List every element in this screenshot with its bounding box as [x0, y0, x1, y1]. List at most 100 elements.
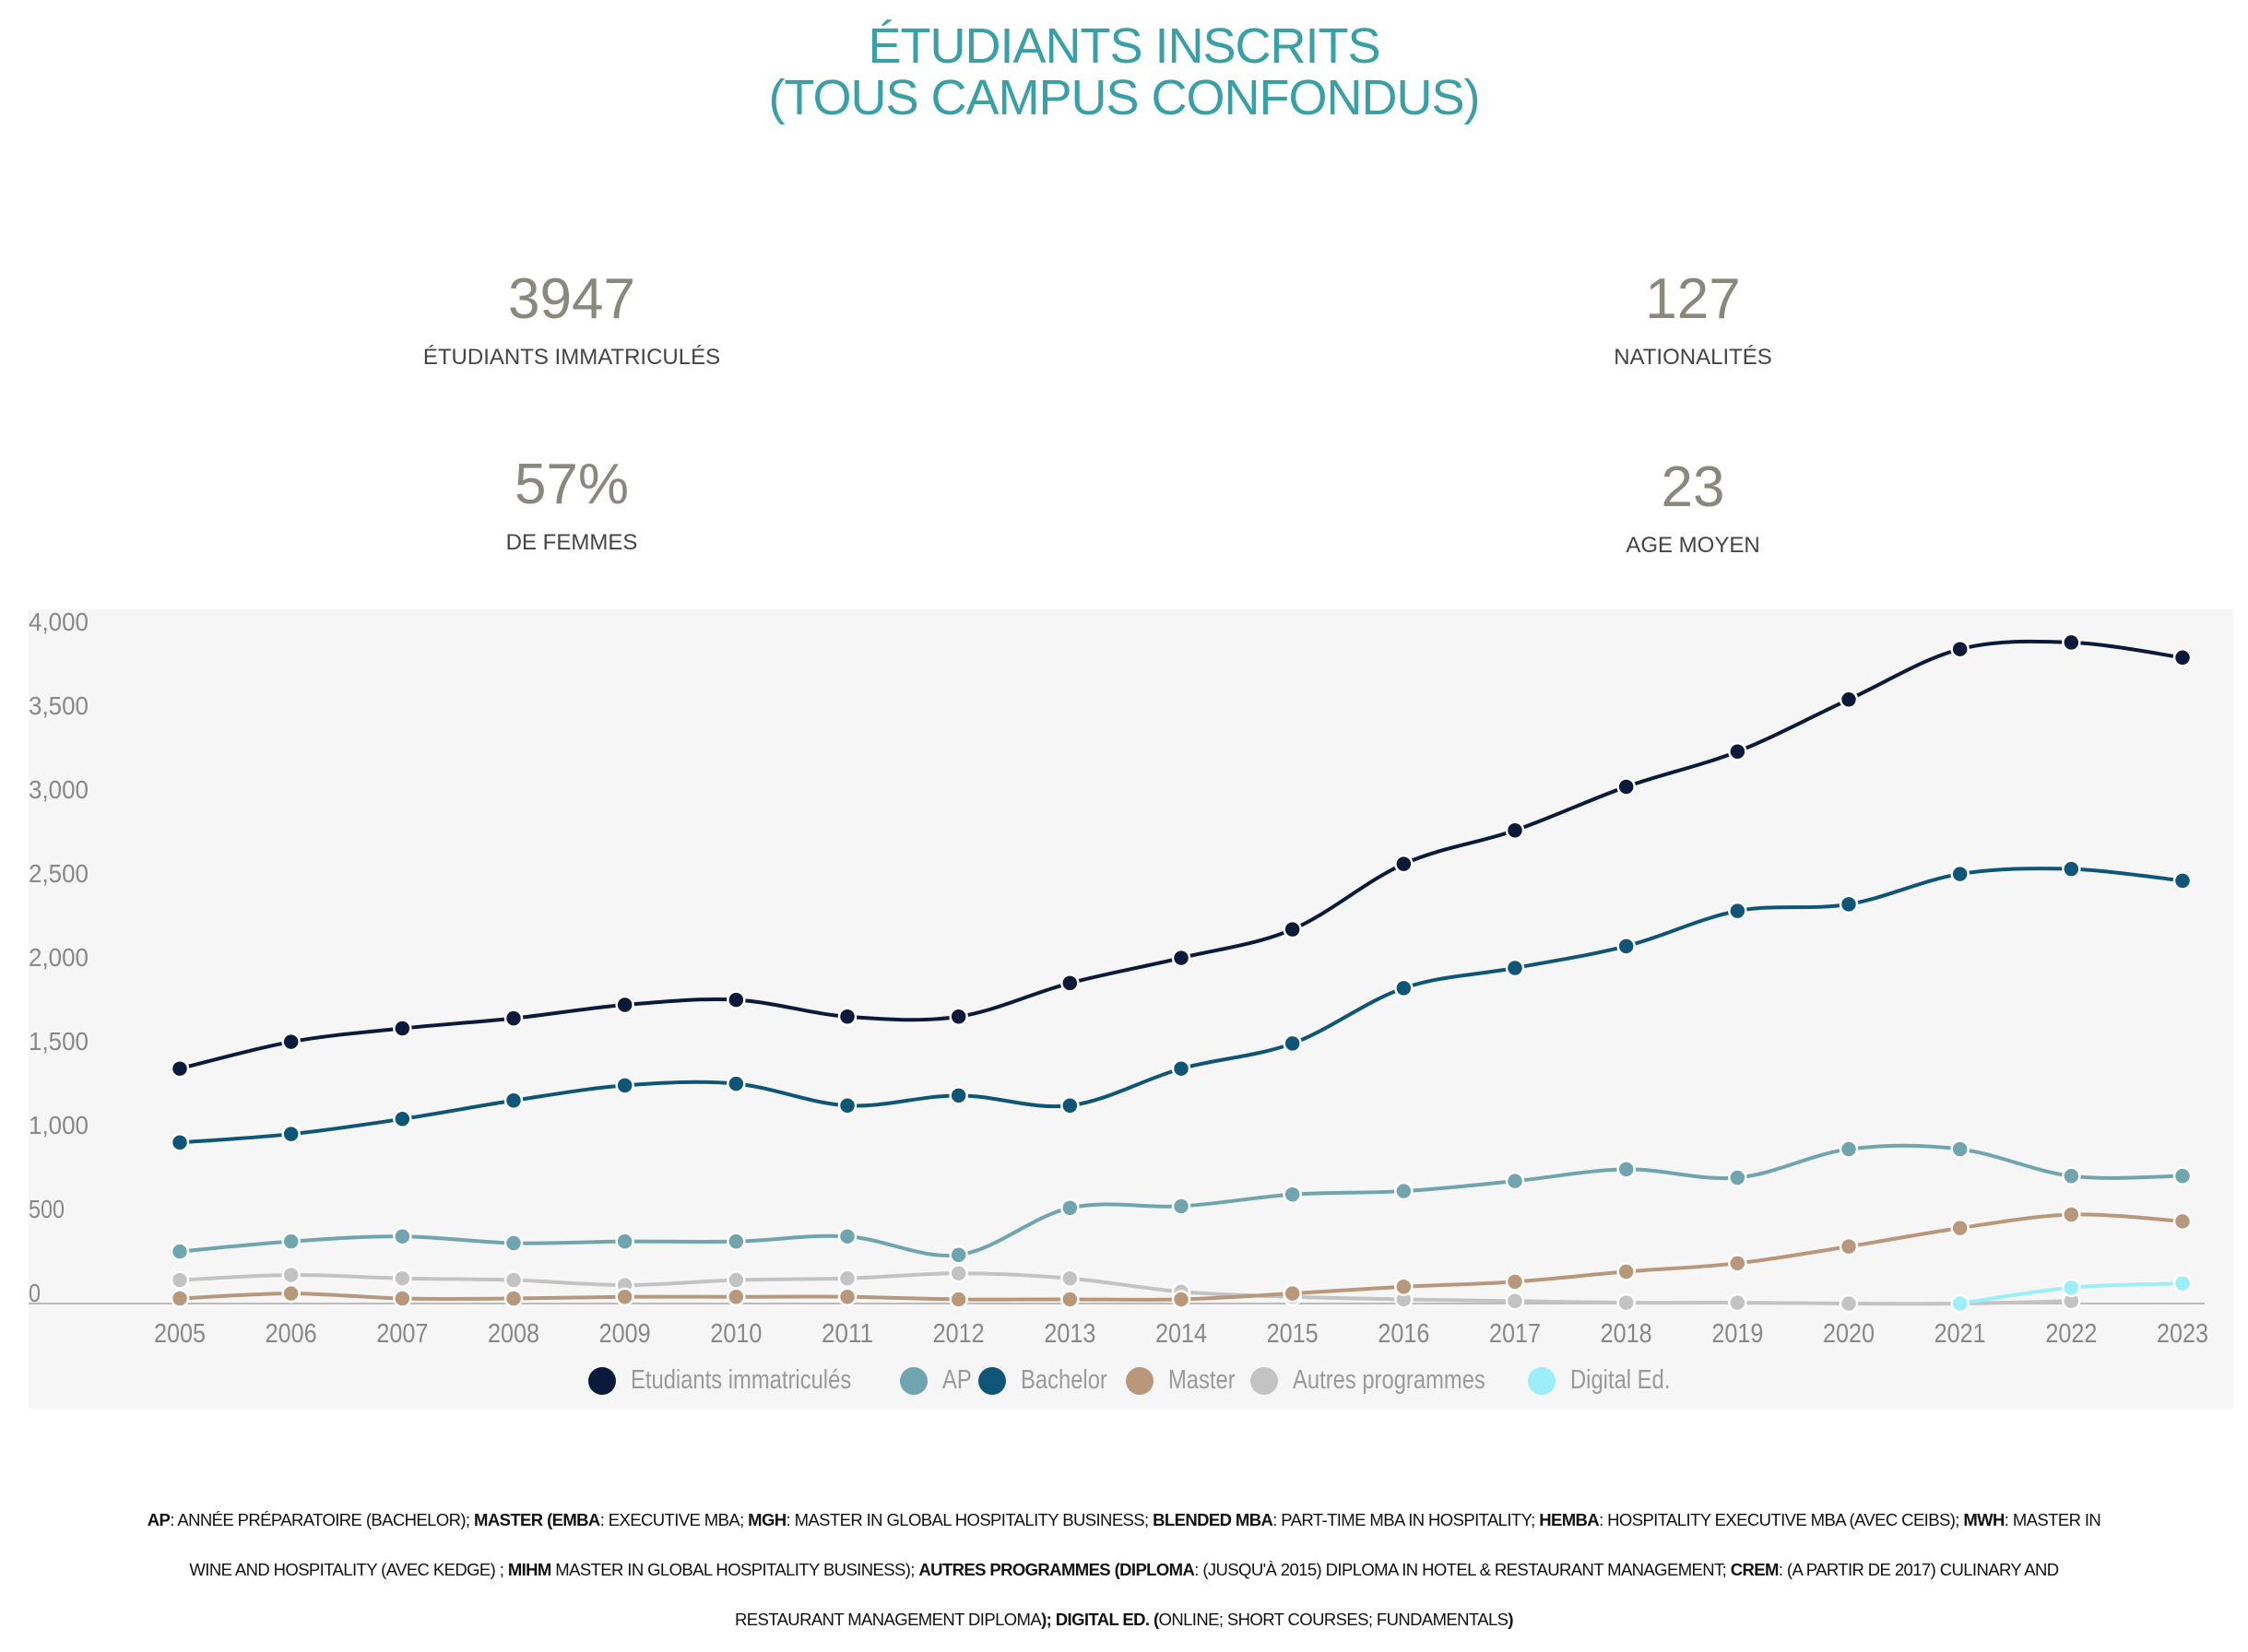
data-point-bachelor [1394, 978, 1414, 998]
data-point-bachelor [1950, 864, 1970, 884]
footnote-text: WINE AND HOSPITALITY (AVEC KEDGE) ; [189, 1560, 508, 1579]
legend-item[interactable]: Master [1126, 1365, 1236, 1396]
footnote-term: ) [1508, 1610, 1513, 1629]
x-tick-label: 2015 [1267, 1319, 1319, 1349]
data-point-ap [393, 1226, 412, 1246]
footnote-text: : (A PARTIR DE 2017) CULINARY AND [1778, 1560, 2059, 1579]
x-tick-label: 2019 [1711, 1319, 1763, 1349]
data-point-bachelor [727, 1074, 746, 1093]
data-point-ap [2172, 1166, 2193, 1186]
y-tick-label: 3,000 [29, 775, 89, 804]
legend-item[interactable]: Digital Ed. [1527, 1365, 1674, 1396]
footnote-text: RESTAURANT MANAGEMENT DIPLOMA [735, 1610, 1042, 1629]
x-tick-label: 2021 [1934, 1319, 1986, 1349]
data-point-autres-programmes [1839, 1293, 1859, 1314]
legend-item[interactable]: Autres programmes [1249, 1365, 1509, 1396]
x-tick-label: 2005 [154, 1319, 206, 1349]
stat-value: 57% [514, 453, 630, 516]
data-point-bachelor [1616, 937, 1636, 956]
page-title: ÉTUDIANTS INSCRITS (TOUS CAMPUS CONFONDU… [0, 20, 2248, 124]
data-point-master [393, 1289, 412, 1308]
footnote: AP: ANNÉE PRÉPARATOIRE (BACHELOR); MASTE… [83, 1495, 2165, 1645]
data-point-etudiants-immatricules [2062, 632, 2081, 653]
y-tick-label: 2,000 [29, 943, 89, 972]
x-tick-label: 2013 [1044, 1319, 1095, 1349]
stat-label: ÉTUDIANTS IMMATRICULÉS [422, 345, 721, 370]
stat-label: NATIONALITÉS [1614, 345, 1772, 370]
data-point-ap [615, 1232, 634, 1251]
data-point-ap [1171, 1197, 1191, 1216]
data-point-etudiants-immatricules [1171, 948, 1191, 968]
data-point-master [1394, 1277, 1414, 1297]
data-point-autres-programmes [727, 1270, 746, 1290]
footnote-text: : MASTER IN [2004, 1510, 2101, 1529]
data-point-ap [949, 1245, 968, 1265]
footnote-text: ONLINE; SHORT COURSES; FUNDAMENTALS [1158, 1610, 1509, 1629]
x-tick-label: 2018 [1601, 1319, 1652, 1349]
data-point-etudiants-immatricules [393, 1019, 412, 1038]
title-line-1: ÉTUDIANTS INSCRITS [868, 18, 1380, 74]
stat-average-age: 23 AGE MOYEN [1324, 455, 2062, 559]
title-line-2: (TOUS CAMPUS CONFONDUS) [768, 70, 1480, 125]
y-tick-label: 2,500 [29, 859, 89, 888]
footnote-text: : ANNÉE PRÉPARATOIRE (BACHELOR); [170, 1510, 475, 1529]
footnote-term: MIHM [507, 1560, 552, 1579]
data-point-etudiants-immatricules [949, 1007, 968, 1027]
legend-marker-icon [1527, 1366, 1556, 1395]
data-point-etudiants-immatricules [281, 1032, 301, 1052]
legend-marker-icon [1126, 1366, 1154, 1395]
footnote-term: ); DIGITAL ED. ( [1041, 1610, 1159, 1629]
data-point-ap [727, 1232, 746, 1251]
data-point-ap [1839, 1139, 1859, 1159]
data-point-autres-programmes [1505, 1292, 1525, 1311]
data-point-etudiants-immatricules [1839, 690, 1859, 710]
data-point-bachelor [949, 1086, 968, 1105]
data-point-etudiants-immatricules [1060, 974, 1080, 993]
footnote-term: HEMBA [1539, 1510, 1600, 1529]
data-point-autres-programmes [393, 1268, 412, 1288]
legend-marker-icon [900, 1366, 929, 1395]
stat-label: AGE MOYEN [1626, 533, 1760, 558]
legend-item[interactable]: Etudiants immatriculés [588, 1365, 881, 1396]
x-tick-label: 2011 [822, 1319, 873, 1349]
data-point-ap [170, 1242, 190, 1261]
data-point-master [170, 1289, 190, 1308]
data-point-etudiants-immatricules [170, 1058, 190, 1079]
data-point-bachelor [1283, 1033, 1302, 1054]
x-tick-label: 2008 [488, 1319, 539, 1349]
data-point-ap [1060, 1198, 1080, 1218]
stat-value: 23 [1661, 455, 1725, 519]
data-point-master [1283, 1283, 1302, 1304]
data-point-bachelor [837, 1095, 858, 1115]
legend-item[interactable]: Bachelor [977, 1365, 1107, 1396]
footnote-text: MASTER IN GLOBAL HOSPITALITY BUSINESS); [550, 1560, 919, 1579]
data-point-bachelor [1171, 1058, 1191, 1079]
y-tick-label: 500 [29, 1195, 65, 1223]
data-point-master [727, 1287, 746, 1306]
x-tick-label: 2012 [933, 1319, 985, 1349]
data-point-ap [1505, 1171, 1525, 1191]
data-point-autres-programmes [949, 1263, 968, 1283]
data-point-etudiants-immatricules [503, 1009, 524, 1028]
data-point-ap [281, 1232, 301, 1251]
data-point-digital-ed [2062, 1278, 2081, 1297]
data-point-etudiants-immatricules [727, 990, 746, 1009]
data-point-ap [837, 1226, 858, 1246]
data-point-ap [2062, 1166, 2081, 1186]
x-tick-label: 2006 [266, 1319, 317, 1349]
footnote-term: AUTRES PROGRAMMES (DIPLOMA [918, 1560, 1195, 1579]
data-point-ap [1394, 1181, 1414, 1201]
y-tick-label: 0 [29, 1279, 41, 1307]
legend-item[interactable]: AP [900, 1365, 972, 1396]
footnote-term: MWH [1963, 1510, 2005, 1529]
series-line-bachelor [179, 867, 2183, 1145]
data-point-ap [503, 1233, 524, 1253]
footnote-line: WINE AND HOSPITALITY (AVEC KEDGE) ; MIHM… [83, 1545, 2165, 1595]
footnote-text: : HOSPITALITY EXECUTIVE MBA (AVEC CEIBS)… [1599, 1510, 1964, 1529]
data-point-autres-programmes [170, 1270, 190, 1290]
chart-svg: 0 500 1,000 1,500 2,000 2,500 3,000 3,500 4,000 2… [29, 609, 2208, 1349]
data-point-bachelor [1728, 901, 1747, 921]
data-point-master [2062, 1205, 2081, 1224]
footnote-line: RESTAURANT MANAGEMENT DIPLOMA); DIGITAL … [83, 1595, 2165, 1645]
data-point-master [2172, 1211, 2193, 1232]
